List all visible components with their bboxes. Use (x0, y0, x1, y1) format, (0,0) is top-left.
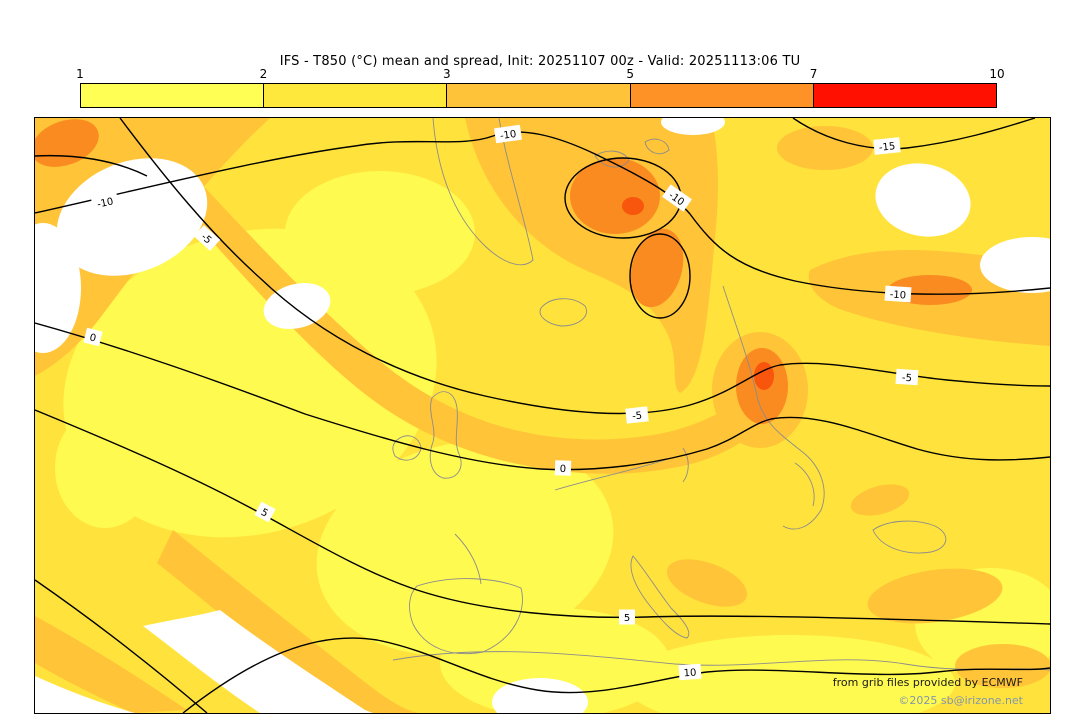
spread-shade (157, 530, 420, 713)
colorbar-tick: 1 (76, 67, 84, 81)
colorbar-tick: 3 (442, 67, 451, 81)
spread-shade (35, 616, 187, 713)
colorbar-segment (264, 84, 448, 107)
spread-shade (492, 678, 588, 713)
spread-shade (35, 223, 81, 353)
contour-label: -10 (884, 285, 912, 303)
svg-text:-10: -10 (96, 196, 114, 210)
colorbar-tick: 5 (626, 67, 635, 81)
credit-copyright: ©2025 sb@irizone.net (898, 694, 1023, 707)
spread-shade (875, 163, 971, 237)
svg-text:0: 0 (560, 464, 567, 475)
contour-label: -15 (873, 137, 901, 155)
colorbar-tick: 2 (259, 67, 268, 81)
spread-shade (754, 362, 774, 390)
colorbar-segment (813, 84, 997, 107)
contour-label: -5 (895, 368, 919, 386)
spread-shade (850, 484, 910, 516)
chart-title: IFS - T850 (°C) mean and spread, Init: 2… (279, 54, 801, 69)
spread-shade (263, 282, 331, 330)
spread-shade (625, 635, 955, 713)
spread-shade (777, 126, 873, 170)
contour-labels: -10 -10 -10 -10 -15 -5 -5 -5 0 0 5 5 10 (83, 124, 919, 681)
svg-text:-10: -10 (889, 289, 906, 301)
contour-label: -5 (625, 406, 649, 424)
svg-text:-15: -15 (878, 141, 895, 154)
colorbar-gradient-bar (80, 83, 997, 108)
contour-label: 5 (619, 609, 635, 625)
spread-shade (570, 158, 660, 234)
svg-text:10: 10 (683, 668, 696, 680)
svg-text:-5: -5 (902, 373, 913, 385)
colorbar-segment (630, 84, 814, 107)
spread-shade (316, 440, 614, 656)
svg-text:5: 5 (624, 613, 630, 624)
contour-label: 10 (678, 663, 702, 681)
temperature-spread-field (35, 118, 1050, 713)
forecast-map-svg: -10 -10 -10 -10 -15 -5 -5 -5 0 0 5 5 10 … (35, 118, 1050, 713)
spread-shade (666, 559, 748, 607)
spread-shade (55, 408, 155, 528)
spread-shade (97, 118, 779, 474)
spread-colorbar: 1 2 3 5 7 10 (76, 67, 1005, 108)
credit-source: from grib files provided by ECMWF (833, 676, 1023, 689)
spread-shade (56, 158, 208, 276)
spread-shade (285, 171, 475, 295)
svg-text:5: 5 (259, 507, 270, 520)
spread-shade (63, 228, 437, 538)
contour-lines (35, 118, 1050, 713)
contour-label: -10 (90, 191, 120, 213)
colorbar-segment (447, 84, 631, 107)
contour-label: 0 (83, 327, 103, 347)
svg-text:-10: -10 (499, 129, 517, 142)
colorbar-tick: 10 (989, 67, 1005, 81)
contour-label: 5 (254, 501, 276, 523)
svg-text:0: 0 (88, 332, 97, 344)
spread-shade (630, 228, 684, 308)
contour-label: -5 (193, 225, 221, 251)
spread-shade (980, 237, 1050, 293)
contour-label: -10 (494, 124, 522, 144)
colorbar-segment (81, 84, 265, 107)
contour-label: 0 (554, 460, 572, 476)
spread-shade (867, 568, 1003, 624)
spread-shade (440, 608, 670, 713)
spread-shade (622, 197, 644, 215)
spread-shade (955, 644, 1050, 688)
svg-text:-5: -5 (632, 411, 643, 423)
map-frame: -10 -10 -10 -10 -15 -5 -5 -5 0 0 5 5 10 … (34, 117, 1051, 714)
spread-shade (35, 676, 135, 713)
spread-shade (143, 610, 373, 713)
colorbar-tick: 7 (809, 67, 818, 81)
colorbar-tick-labels: 1 2 3 5 7 10 (76, 67, 1004, 82)
spread-shade (661, 118, 725, 135)
